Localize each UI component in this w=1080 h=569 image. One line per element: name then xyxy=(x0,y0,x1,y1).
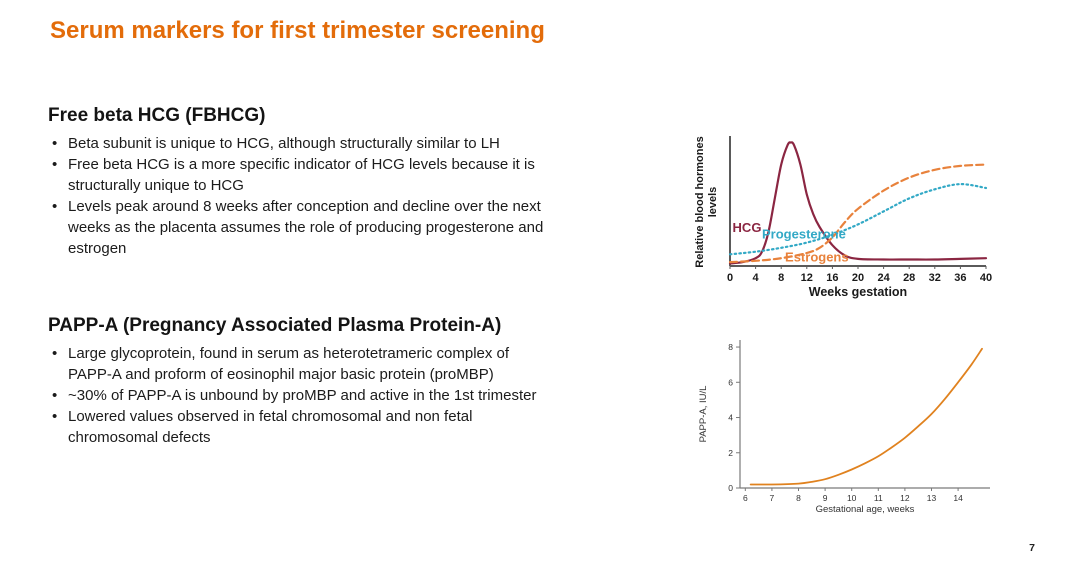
x-tick-label: 32 xyxy=(929,272,941,284)
bullet-item: ~30% of PAPP-A is unbound by proMBP and … xyxy=(48,385,678,406)
x-tick-label: 8 xyxy=(778,272,784,284)
x-tick-label: 0 xyxy=(727,272,733,284)
x-tick-label: 36 xyxy=(954,272,966,284)
x-tick-label: 14 xyxy=(953,493,963,503)
papp-a-chart-plot: 6 7 8 9 10 11 12 13 14 0 2 4 6 8 xyxy=(728,340,990,503)
bullet-item: Lowered values observed in fetal chromos… xyxy=(48,406,678,448)
page-number: 7 xyxy=(1029,542,1035,554)
x-tick-label: 7 xyxy=(770,493,775,503)
series-label-hcg: HCG xyxy=(733,220,762,235)
x-tick-label: 24 xyxy=(877,272,890,284)
section-heading-papp-a: PAPP-A (Pregnancy Associated Plasma Prot… xyxy=(48,315,502,336)
section-papp-a: PAPP-A (Pregnancy Associated Plasma Prot… xyxy=(48,314,678,448)
x-tick-label: 12 xyxy=(900,493,910,503)
x-tick-label: 6 xyxy=(743,493,748,503)
x-tick-label: 10 xyxy=(847,493,857,503)
bullet-item: Free beta HCG is a more specific indicat… xyxy=(48,154,678,196)
x-tick-label: 13 xyxy=(927,493,937,503)
x-tick-label: 28 xyxy=(903,272,915,284)
y-tick-label: 0 xyxy=(728,483,733,493)
x-tick-label: 16 xyxy=(826,272,838,284)
y-tick-label: 2 xyxy=(728,448,733,458)
series-hcg-line xyxy=(728,141,988,265)
y-tick-label: 4 xyxy=(728,413,733,423)
x-tick-label: 40 xyxy=(980,272,992,284)
papp-a-chart-x-axis-label: Gestational age, weeks xyxy=(815,504,915,515)
bullet-list-papp-a: Large glycoprotein, found in serum as he… xyxy=(48,343,678,448)
bullet-item: Beta subunit is unique to HCG, although … xyxy=(48,133,678,154)
bullet-item: Large glycoprotein, found in serum as he… xyxy=(48,343,678,385)
x-tick-label: 20 xyxy=(852,272,864,284)
section-heading-fbhcg: Free beta HCG (FBHCG) xyxy=(48,105,266,126)
x-tick-label: 11 xyxy=(874,493,883,503)
bullet-item: Levels peak around 8 weeks after concept… xyxy=(48,196,678,259)
series-progesterone-line xyxy=(728,182,988,256)
hormone-chart-plot: 0 4 8 12 16 20 24 28 32 36 40 HCG Progesterone Estrog… xyxy=(727,136,992,284)
slide-title: Serum markers for first trimester screen… xyxy=(50,17,545,44)
y-tick-label: 8 xyxy=(728,342,733,352)
series-label-progesterone: Progesterone xyxy=(762,227,846,242)
x-tick-label: 4 xyxy=(753,272,760,284)
hormone-levels-chart: Relative blood hormones levels 0 4 8 12 16 20… xyxy=(690,126,1002,306)
section-free-beta-hcg: Free beta HCG (FBHCG) Beta subunit is un… xyxy=(48,104,678,259)
series-label-estrogens: Estrogens xyxy=(785,249,849,264)
y-tick-label: 6 xyxy=(728,377,733,387)
hormone-chart-x-axis-label: Weeks gestation xyxy=(808,285,908,299)
x-tick-label: 12 xyxy=(801,272,813,284)
series-estrogens-line xyxy=(728,163,988,264)
series-papp-a-line xyxy=(749,347,983,486)
bullet-list-fbhcg: Beta subunit is unique to HCG, although … xyxy=(48,133,678,259)
x-tick-label: 9 xyxy=(823,493,828,503)
x-tick-label: 8 xyxy=(796,493,801,503)
papp-a-chart: PAPP-A, IU/L 6 7 8 9 10 11 12 13 14 0 2 4 6 8 Gestati… xyxy=(690,320,1002,522)
